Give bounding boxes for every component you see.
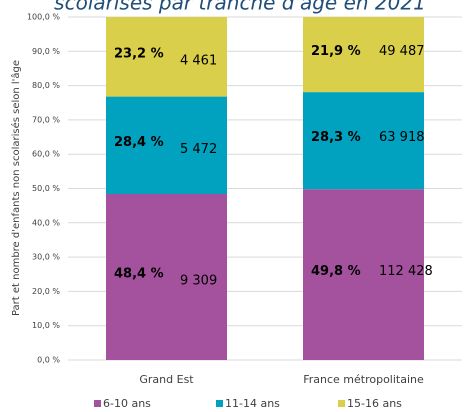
value-label: 49,8 % — [311, 264, 361, 279]
bar-segment — [303, 17, 424, 93]
bar-segment — [106, 17, 227, 97]
legend-swatch — [94, 400, 101, 407]
y-axis-label: Part et nombre d'enfants non scolarisés … — [10, 60, 22, 316]
y-tick-label: 40,0 % — [32, 218, 60, 227]
legend-swatch — [216, 400, 223, 407]
bar-segment — [106, 193, 227, 360]
count-label: 112 428 — [379, 264, 433, 279]
value-label: 23,2 % — [114, 46, 164, 61]
bar-segment — [303, 189, 424, 360]
x-tick-label: Grand Est — [139, 373, 194, 386]
bar-segment — [106, 96, 227, 194]
count-label: 5 472 — [180, 142, 217, 157]
y-tick-label: 80,0 % — [32, 81, 60, 90]
legend-swatch — [338, 400, 345, 407]
y-tick-label: 20,0 % — [32, 287, 60, 296]
count-label: 49 487 — [379, 44, 425, 59]
y-tick-label: 10,0 % — [32, 321, 60, 330]
value-label: 48,4 % — [114, 266, 164, 281]
chart-title: scolarisés par tranche d'âge en 2021 — [54, 0, 426, 15]
legend-label: 11-14 ans — [225, 397, 280, 410]
legend-label: 15-16 ans — [347, 397, 402, 410]
value-label: 21,9 % — [311, 44, 361, 59]
count-label: 9 309 — [180, 273, 217, 288]
y-tick-label: 70,0 % — [32, 115, 60, 124]
count-label: 4 461 — [180, 53, 217, 68]
y-tick-label: 50,0 % — [32, 184, 60, 193]
count-label: 63 918 — [379, 130, 425, 145]
y-tick-label: 100,0 % — [27, 13, 60, 22]
y-tick-label: 30,0 % — [32, 253, 60, 262]
y-tick-label: 0,0 % — [37, 356, 60, 365]
value-label: 28,4 % — [114, 135, 164, 150]
y-tick-label: 60,0 % — [32, 150, 60, 159]
y-tick-label: 90,0 % — [32, 47, 60, 56]
bar-segment — [303, 92, 424, 190]
legend-label: 6-10 ans — [103, 397, 151, 410]
x-tick-label: France métropolitaine — [303, 373, 424, 386]
value-label: 28,3 % — [311, 130, 361, 145]
